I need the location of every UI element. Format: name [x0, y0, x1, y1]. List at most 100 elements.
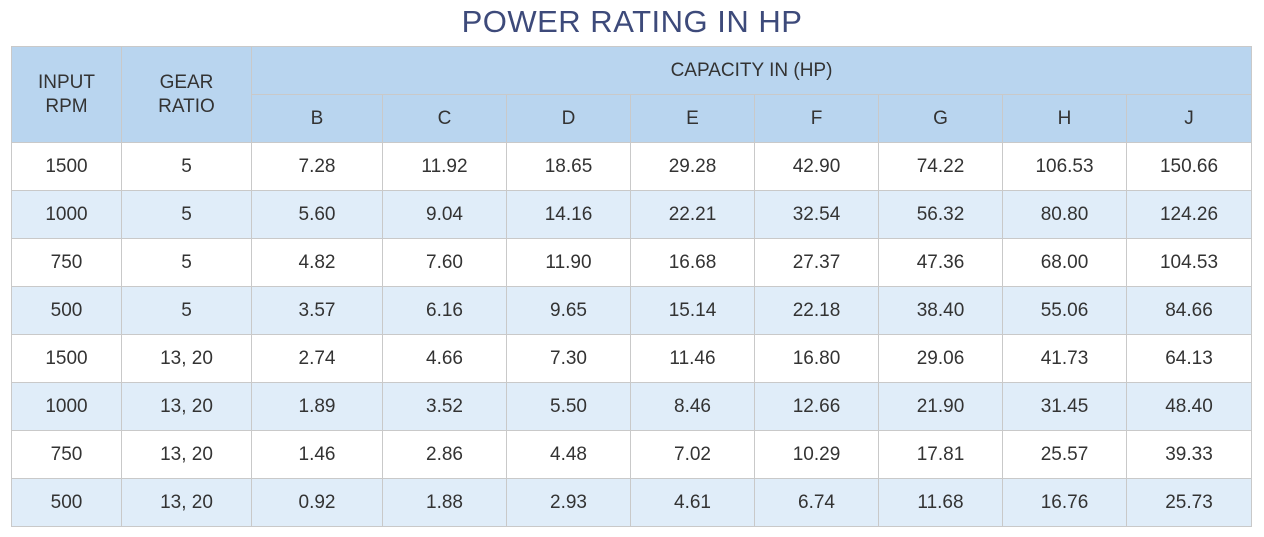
cell-capacity-b: 1.46 [251, 430, 383, 479]
cell-capacity-f: 32.54 [754, 190, 879, 239]
cell-capacity-j: 84.66 [1126, 286, 1252, 335]
cell-capacity-e: 22.21 [630, 190, 755, 239]
cell-capacity-b: 4.82 [251, 238, 383, 287]
table-body: 1500 5 7.28 11.92 18.65 29.28 42.90 74.22 106.53… [11, 142, 1252, 527]
cell-capacity-d: 4.48 [506, 430, 631, 479]
cell-capacity-c: 4.66 [382, 334, 507, 383]
header-gear-ratio: GEAR RATIO [121, 46, 252, 143]
cell-capacity-f: 12.66 [754, 382, 879, 431]
cell-capacity-d: 18.65 [506, 142, 631, 191]
header-gear-ratio-line1: GEAR [159, 71, 214, 93]
cell-input-rpm: 1000 [11, 382, 122, 431]
cell-capacity-e: 15.14 [630, 286, 755, 335]
table-row: 1500 5 7.28 11.92 18.65 29.28 42.90 74.22 106.53… [11, 142, 1252, 191]
cell-capacity-d: 11.90 [506, 238, 631, 287]
cell-capacity-c: 9.04 [382, 190, 507, 239]
page-title: POWER RATING IN HP [461, 4, 803, 39]
table-row: 1000 5 5.60 9.04 14.16 22.21 32.54 56.32 80.80 12… [11, 190, 1252, 239]
table-row: 750 13, 20 1.46 2.86 4.48 7.02 10.29 17.81 25.57… [11, 430, 1252, 479]
cell-gear-ratio: 13, 20 [121, 478, 252, 527]
cell-capacity-j: 124.26 [1126, 190, 1252, 239]
cell-capacity-g: 38.40 [878, 286, 1003, 335]
cell-capacity-f: 42.90 [754, 142, 879, 191]
cell-capacity-h: 41.73 [1002, 334, 1127, 383]
header-capacity-col-g: G [878, 94, 1003, 143]
cell-input-rpm: 500 [11, 286, 122, 335]
cell-gear-ratio: 5 [121, 238, 252, 287]
table-row: 500 13, 20 0.92 1.88 2.93 4.61 6.74 11.68 16.76 2… [11, 478, 1252, 527]
cell-capacity-e: 7.02 [630, 430, 755, 479]
cell-gear-ratio: 13, 20 [121, 382, 252, 431]
cell-capacity-j: 48.40 [1126, 382, 1252, 431]
cell-capacity-j: 64.13 [1126, 334, 1252, 383]
cell-input-rpm: 1000 [11, 190, 122, 239]
cell-capacity-f: 22.18 [754, 286, 879, 335]
header-capacity-col-f: F [754, 94, 879, 143]
header-capacity-col-e: E [630, 94, 755, 143]
cell-capacity-b: 2.74 [251, 334, 383, 383]
cell-capacity-e: 8.46 [630, 382, 755, 431]
cell-capacity-g: 56.32 [878, 190, 1003, 239]
cell-capacity-c: 11.92 [382, 142, 507, 191]
cell-capacity-g: 17.81 [878, 430, 1003, 479]
cell-capacity-f: 27.37 [754, 238, 879, 287]
cell-gear-ratio: 5 [121, 142, 252, 191]
cell-capacity-f: 10.29 [754, 430, 879, 479]
cell-input-rpm: 750 [11, 238, 122, 287]
header-input-rpm: INPUT RPM [11, 46, 122, 143]
header-input-rpm-line2: RPM [45, 95, 88, 117]
cell-capacity-b: 3.57 [251, 286, 383, 335]
header-capacity: CAPACITY IN (HP) [251, 46, 1252, 95]
table-row: 750 5 4.82 7.60 11.90 16.68 27.37 47.36 68.00 104… [11, 238, 1252, 287]
cell-capacity-c: 7.60 [382, 238, 507, 287]
cell-capacity-g: 74.22 [878, 142, 1003, 191]
cell-capacity-h: 55.06 [1002, 286, 1127, 335]
cell-input-rpm: 1500 [11, 334, 122, 383]
cell-gear-ratio: 13, 20 [121, 334, 252, 383]
cell-capacity-g: 21.90 [878, 382, 1003, 431]
cell-capacity-b: 1.89 [251, 382, 383, 431]
header-capacity-col-h: H [1002, 94, 1127, 143]
header-capacity-col-j: J [1126, 94, 1252, 143]
table-row: 500 5 3.57 6.16 9.65 15.14 22.18 38.40 55.06 84.6… [11, 286, 1252, 335]
cell-gear-ratio: 5 [121, 286, 252, 335]
cell-capacity-f: 6.74 [754, 478, 879, 527]
cell-capacity-c: 6.16 [382, 286, 507, 335]
cell-capacity-h: 106.53 [1002, 142, 1127, 191]
cell-gear-ratio: 13, 20 [121, 430, 252, 479]
header-capacity-col-d: D [506, 94, 631, 143]
header-input-rpm-line1: INPUT [38, 71, 95, 93]
table-row: 1500 13, 20 2.74 4.66 7.30 11.46 16.80 29.06 41.… [11, 334, 1252, 383]
cell-capacity-f: 16.80 [754, 334, 879, 383]
table-row: 1000 13, 20 1.89 3.52 5.50 8.46 12.66 21.90 31.4… [11, 382, 1252, 431]
cell-capacity-g: 11.68 [878, 478, 1003, 527]
cell-capacity-j: 25.73 [1126, 478, 1252, 527]
cell-capacity-e: 11.46 [630, 334, 755, 383]
cell-capacity-d: 9.65 [506, 286, 631, 335]
cell-capacity-h: 25.57 [1002, 430, 1127, 479]
cell-capacity-g: 47.36 [878, 238, 1003, 287]
header-capacity-col-c: C [382, 94, 507, 143]
cell-capacity-j: 104.53 [1126, 238, 1252, 287]
cell-capacity-c: 2.86 [382, 430, 507, 479]
cell-capacity-b: 7.28 [251, 142, 383, 191]
cell-capacity-h: 16.76 [1002, 478, 1127, 527]
cell-capacity-d: 7.30 [506, 334, 631, 383]
cell-input-rpm: 750 [11, 430, 122, 479]
cell-capacity-e: 4.61 [630, 478, 755, 527]
header-gear-ratio-line2: RATIO [158, 95, 215, 117]
cell-input-rpm: 1500 [11, 142, 122, 191]
cell-capacity-c: 1.88 [382, 478, 507, 527]
cell-capacity-d: 2.93 [506, 478, 631, 527]
cell-capacity-g: 29.06 [878, 334, 1003, 383]
cell-gear-ratio: 5 [121, 190, 252, 239]
cell-capacity-j: 150.66 [1126, 142, 1252, 191]
cell-capacity-e: 16.68 [630, 238, 755, 287]
cell-capacity-b: 5.60 [251, 190, 383, 239]
cell-capacity-h: 80.80 [1002, 190, 1127, 239]
cell-capacity-b: 0.92 [251, 478, 383, 527]
cell-capacity-h: 31.45 [1002, 382, 1127, 431]
cell-capacity-d: 5.50 [506, 382, 631, 431]
